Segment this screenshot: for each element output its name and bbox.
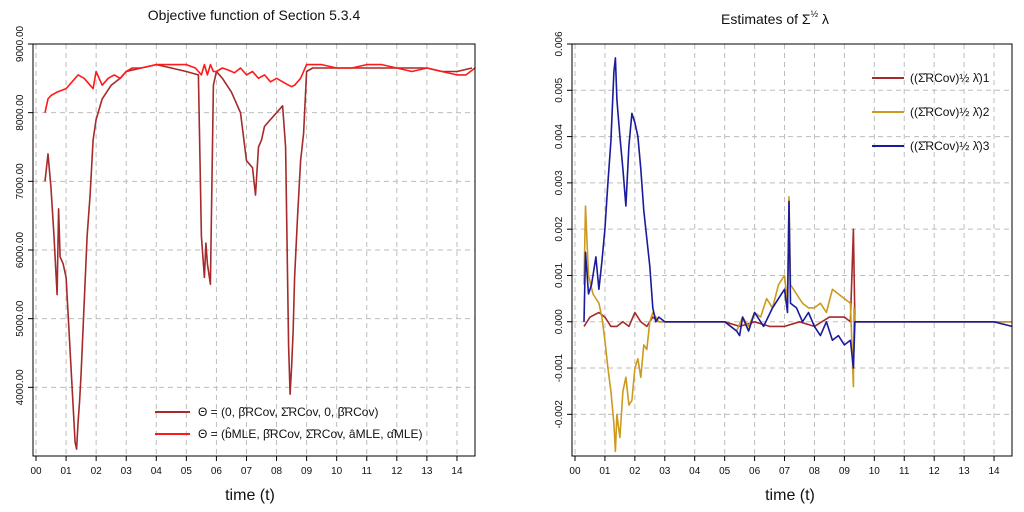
left-chart-title: Objective function of Section 5.3.4 <box>148 7 361 23</box>
left-y-tick-label: 8000.00 <box>15 94 26 131</box>
right-title-lambda: λ <box>818 11 829 27</box>
left-x-tick-label: 04 <box>151 466 163 477</box>
left-y-tick-label: 5000.00 <box>15 300 26 337</box>
right-legend-entry-1: ((Σ̂RCov)½ λ̂)1 <box>910 71 990 85</box>
right-y-tick-label: 0.000 <box>554 309 565 334</box>
right-y-tick-label: 0.006 <box>554 31 565 56</box>
left-grid <box>33 43 475 456</box>
objective-function-chart: Objective function of Section 5.3.4 00 01… <box>15 7 476 504</box>
left-x-tick-label: 06 <box>211 466 223 477</box>
right-x-tick-label: 09 <box>839 466 851 477</box>
left-x-tick-label: 00 <box>30 466 42 477</box>
right-x-tick-label: 08 <box>809 466 821 477</box>
right-series-line-3 <box>583 57 1013 369</box>
left-x-tick-label: 09 <box>301 466 313 477</box>
left-x-tick-label: 10 <box>331 466 343 477</box>
right-y-tick-label: 0.001 <box>554 263 565 288</box>
left-x-tick-label: 07 <box>241 466 253 477</box>
left-series-line-1 <box>44 63 473 450</box>
right-x-tick-label: 01 <box>599 466 611 477</box>
right-series-group <box>583 57 1013 453</box>
left-x-tick-label: 01 <box>61 466 73 477</box>
left-legend: Θ = (0, β̂RCov, Σ̂RCov, 0, β̂RCov) Θ = (… <box>155 405 423 441</box>
right-y-tick-label: -0.002 <box>554 400 565 429</box>
right-y-tick-label: 0.002 <box>554 216 565 241</box>
left-legend-entry-1: Θ = (0, β̂RCov, Σ̂RCov, 0, β̂RCov) <box>198 405 378 419</box>
left-x-ticks: 00 01 02 03 04 05 06 07 08 09 10 11 12 13 14 <box>30 456 463 477</box>
left-x-tick-label: 05 <box>181 466 193 477</box>
left-x-tick-label: 03 <box>121 466 133 477</box>
right-legend-entry-3: ((Σ̂RCov)½ λ̂)3 <box>910 139 990 153</box>
right-x-tick-label: 12 <box>929 466 941 477</box>
right-x-tick-label: 07 <box>779 466 791 477</box>
right-x-tick-label: 06 <box>749 466 761 477</box>
right-plot-frame <box>571 43 1013 457</box>
left-y-tick-label: 4000.00 <box>15 369 26 406</box>
right-x-tick-label: 03 <box>659 466 671 477</box>
left-x-tick-label: 02 <box>91 466 103 477</box>
right-legend: ((Σ̂RCov)½ λ̂)1 ((Σ̂RCov)½ λ̂)2 ((Σ̂RCov… <box>872 71 990 153</box>
right-x-tick-label: 02 <box>629 466 641 477</box>
left-legend-entry-2: Θ = (b̂MLE, β̂RCov, Σ̂RCov, âMLE, α̂MLE) <box>198 426 423 441</box>
right-x-tick-label: 10 <box>869 466 881 477</box>
right-y-tick-label: 0.004 <box>554 124 565 149</box>
left-series-group <box>44 63 476 450</box>
right-x-tick-label: 00 <box>569 466 581 477</box>
right-y-tick-label: 0.003 <box>554 170 565 195</box>
right-x-tick-label: 05 <box>719 466 731 477</box>
left-x-tick-label: 14 <box>451 466 463 477</box>
right-chart-title: Estimates of Σ½ λ <box>721 9 829 27</box>
right-legend-entry-2: ((Σ̂RCov)½ λ̂)2 <box>910 105 990 119</box>
left-y-tick-label: 7000.00 <box>15 163 26 200</box>
left-x-axis-label: time (t) <box>225 487 275 504</box>
sigma-lambda-estimates-chart: Estimates of Σ½ λ 00 01 02 03 04 05 06 07 08 09 10… <box>554 9 1013 504</box>
right-x-tick-label: 13 <box>959 466 971 477</box>
left-x-tick-label: 12 <box>391 466 403 477</box>
right-y-tick-label: -0.001 <box>554 353 565 382</box>
left-y-tick-label: 9000.00 <box>15 25 26 62</box>
right-y-tick-label: 0.005 <box>554 77 565 102</box>
left-x-tick-label: 08 <box>271 466 283 477</box>
right-x-tick-label: 14 <box>988 466 1000 477</box>
left-y-tick-label: 6000.00 <box>15 231 26 268</box>
left-y-ticks: 4000.00 5000.00 6000.00 7000.00 8000.00 9000.… <box>15 25 33 405</box>
right-y-ticks: -0.002 -0.001 0.000 0.001 0.002 0.003 0.004 0.0… <box>554 31 572 429</box>
right-title-prefix: Estimates of <box>721 11 802 27</box>
left-x-tick-label: 11 <box>362 466 373 477</box>
right-x-axis-label: time (t) <box>765 487 815 504</box>
right-x-tick-label: 04 <box>689 466 701 477</box>
right-title-exponent: ½ <box>811 9 819 19</box>
right-x-ticks: 00 01 02 03 04 05 06 07 08 09 10 11 12 13 14 <box>569 456 1000 477</box>
left-x-tick-label: 13 <box>421 466 433 477</box>
right-x-tick-label: 11 <box>899 466 910 477</box>
right-grid <box>572 43 1012 456</box>
left-series-line-2 <box>44 63 476 113</box>
right-title-sigma: Σ <box>802 11 811 27</box>
